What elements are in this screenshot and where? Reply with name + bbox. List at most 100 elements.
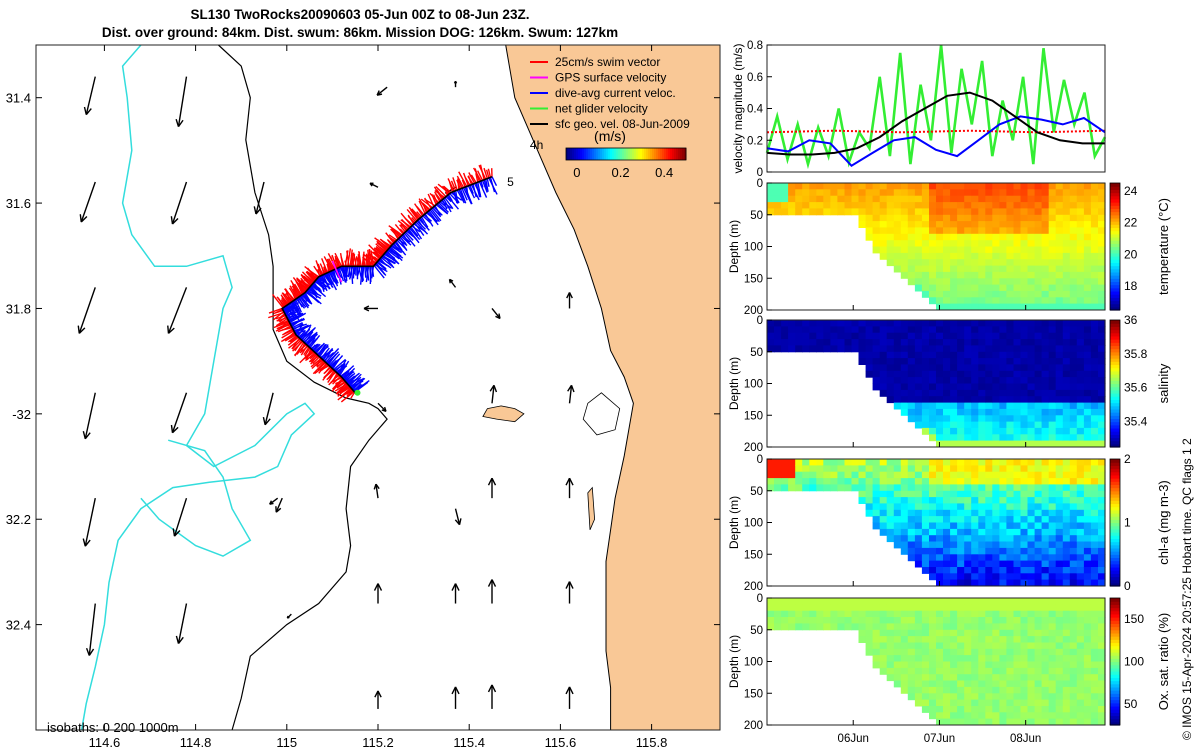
section-cell — [1062, 661, 1071, 669]
section-cell — [865, 598, 874, 605]
section-cell — [1083, 303, 1092, 311]
section-cell — [1034, 265, 1043, 273]
section-cell — [992, 655, 1000, 662]
section-colorbar-cell — [1110, 557, 1120, 562]
section-cell — [999, 484, 1007, 492]
section-cell — [943, 208, 951, 216]
section-cell — [1027, 421, 1036, 429]
section-cell — [893, 642, 902, 650]
section-cell — [1062, 509, 1071, 517]
section-cell — [950, 693, 958, 701]
section-colorbar-tick-label: 100 — [1124, 655, 1144, 669]
section-cell — [1055, 332, 1064, 340]
section-cell — [929, 623, 937, 631]
section-cell — [1069, 712, 1078, 720]
section-colorbar-cell — [1110, 601, 1120, 605]
section-cell — [992, 686, 1000, 694]
section-colorbar-cell — [1110, 683, 1120, 688]
section-cell — [893, 320, 902, 327]
section-cell — [893, 233, 902, 241]
section-cell — [1069, 351, 1078, 359]
section-cell — [943, 503, 951, 511]
isobath-200m-loop — [140, 439, 252, 557]
section-cell — [1048, 509, 1057, 517]
section-cell — [900, 674, 909, 682]
section-cell — [1083, 383, 1092, 391]
section-cell — [929, 189, 937, 197]
section-cell — [957, 351, 965, 359]
section-cell — [978, 240, 986, 248]
section-cell — [893, 680, 902, 688]
section-cell — [985, 345, 993, 353]
section-cell — [914, 535, 923, 543]
section-cell — [907, 389, 916, 397]
section-cell — [957, 271, 965, 279]
section-cell — [900, 396, 909, 404]
section-cell — [957, 478, 965, 485]
section-cell — [1055, 497, 1064, 504]
section-cell — [1034, 497, 1043, 504]
section-cell — [767, 471, 775, 479]
colorbar-cell — [654, 148, 657, 160]
section-colorbar-cell — [1110, 246, 1120, 251]
section-cell — [921, 509, 930, 517]
section-cell — [943, 183, 951, 190]
section-cell — [795, 623, 803, 631]
section-cell — [1006, 221, 1014, 228]
section-cell — [1083, 686, 1092, 694]
section-cell — [1006, 326, 1014, 334]
section-cell — [1048, 567, 1057, 574]
section-cell — [1048, 297, 1057, 305]
section-cell — [1006, 345, 1014, 353]
section-cell — [1062, 377, 1071, 384]
section-cell — [872, 522, 881, 530]
section-colorbar-label: Ox. sat. ratio (%) — [1156, 613, 1171, 711]
section-cell — [1013, 358, 1022, 365]
section-cell — [1076, 718, 1085, 726]
section-cell — [1006, 528, 1014, 536]
section-cell — [1098, 560, 1106, 568]
section-ytick-label: 0 — [757, 593, 763, 605]
section-cell — [1083, 345, 1092, 353]
section-cell — [1013, 535, 1022, 543]
section-cell — [950, 259, 958, 267]
section-colorbar-cell — [1110, 604, 1120, 609]
section-colorbar-cell — [1110, 405, 1120, 410]
section-cell — [886, 370, 895, 378]
section-cell — [929, 284, 937, 292]
section-cell — [865, 339, 874, 346]
section-cell — [1090, 478, 1099, 485]
section-cell — [999, 478, 1007, 485]
section-cell — [1013, 674, 1022, 682]
section-cell — [1069, 221, 1078, 228]
section-cell — [1055, 686, 1064, 694]
section-colorbar-cell — [1110, 342, 1120, 346]
section-cell — [1098, 345, 1106, 353]
section-cell — [992, 661, 1000, 669]
section-cell — [964, 547, 972, 555]
colorbar-cell — [640, 148, 643, 160]
section-cell — [964, 290, 972, 298]
section-cell — [999, 604, 1007, 612]
section-cell — [781, 202, 789, 209]
section-cell — [1083, 396, 1092, 404]
section-cell — [1006, 598, 1014, 605]
section-cell — [1098, 383, 1106, 391]
section-cell — [1034, 303, 1043, 311]
section-cell — [1020, 252, 1029, 260]
colorbar-cell — [594, 148, 597, 160]
section-colorbar-cell — [1110, 528, 1120, 533]
section-cell — [816, 320, 824, 327]
section-cell — [957, 693, 965, 701]
section-cell — [971, 265, 979, 273]
section-cell — [914, 189, 923, 197]
velocity-series-2 — [766, 115, 1106, 167]
section-cell — [1034, 516, 1043, 523]
velocity-series-3 — [766, 91, 1105, 156]
section-cell — [1048, 415, 1057, 423]
section-cell — [943, 712, 951, 720]
section-cell — [985, 271, 993, 279]
section-cell — [1090, 227, 1099, 235]
section-colorbar-cell — [1110, 506, 1120, 511]
section-cell — [1020, 246, 1029, 254]
